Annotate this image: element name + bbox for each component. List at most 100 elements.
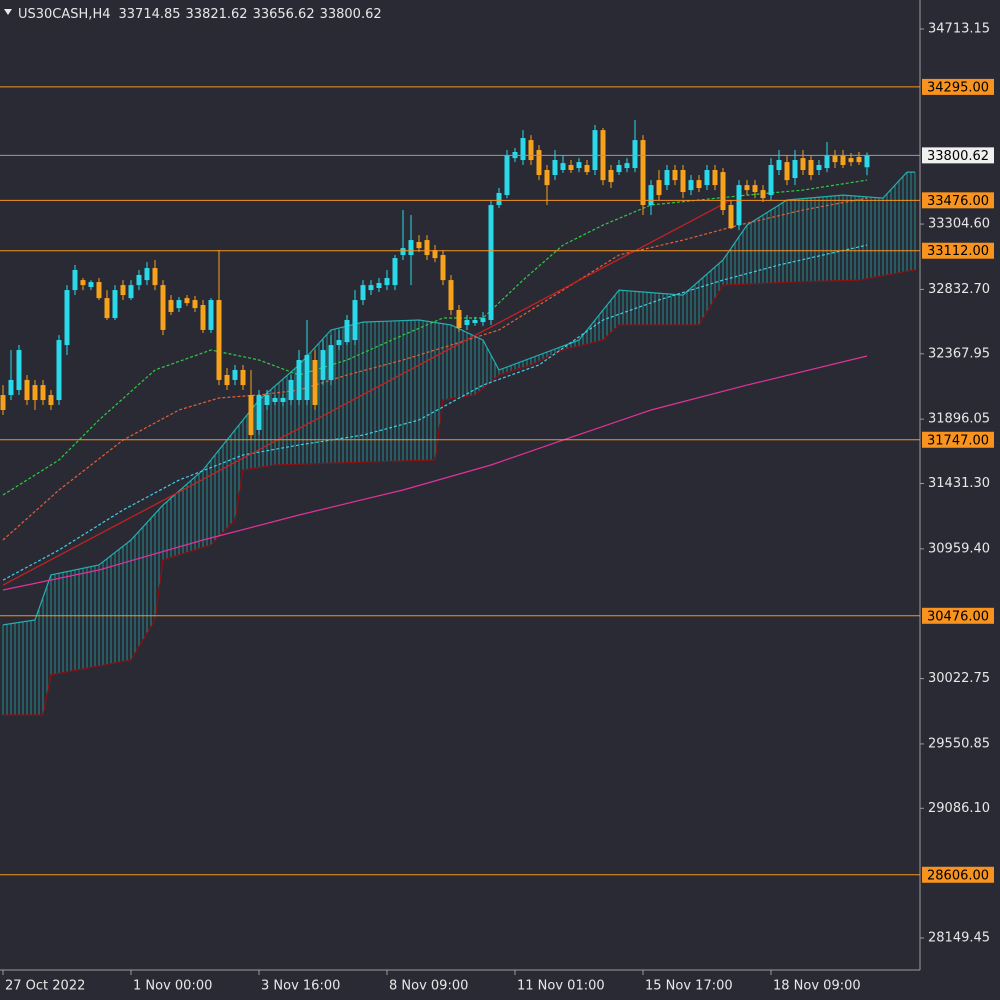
- indicator-line: [2, 197, 868, 541]
- candle-body: [696, 180, 702, 189]
- candle-body: [824, 155, 830, 169]
- low-value: 33656.62: [253, 7, 315, 22]
- level-label: 33112.00: [927, 244, 989, 259]
- candle-body: [8, 379, 14, 396]
- candle-body: [384, 278, 390, 286]
- candle-body: [344, 319, 350, 343]
- x-tick-label: 27 Oct 2022: [5, 979, 85, 994]
- candle-body: [32, 385, 38, 401]
- candle-body: [832, 155, 838, 163]
- candle-body: [720, 172, 726, 211]
- candle-body: [0, 395, 6, 411]
- candle-body: [544, 169, 550, 186]
- candle-body: [688, 180, 694, 191]
- candle-body: [640, 140, 646, 206]
- candle-body: [168, 300, 174, 312]
- indicator-line: [2, 355, 868, 591]
- menu-triangle[interactable]: [4, 9, 12, 15]
- candle-body: [424, 240, 430, 256]
- candle-body: [624, 163, 630, 169]
- candle-body: [400, 248, 406, 256]
- candle-body: [504, 155, 510, 196]
- candle-body: [256, 395, 262, 430]
- candle-body: [128, 285, 134, 299]
- candle-body: [112, 290, 118, 319]
- candle-body: [568, 165, 574, 170]
- candle-body: [376, 283, 382, 288]
- x-tick-label: 8 Nov 09:00: [389, 979, 468, 994]
- x-tick-label: 18 Nov 09:00: [773, 979, 861, 994]
- candle-body: [176, 300, 182, 309]
- y-tick-label: 29086.10: [928, 801, 990, 816]
- candle-body: [264, 395, 270, 406]
- candle-body: [16, 350, 22, 391]
- candle-body: [760, 190, 766, 199]
- level-label-box: [922, 866, 994, 883]
- level-label: 31747.00: [927, 433, 989, 448]
- candle-body: [784, 162, 790, 181]
- candle-body: [296, 360, 302, 401]
- candle-body: [216, 300, 222, 380]
- level-label-box: [922, 607, 994, 624]
- x-tick-label: 3 Nov 16:00: [261, 979, 340, 994]
- x-tick-label: 15 Nov 17:00: [645, 979, 733, 994]
- candle-body: [224, 374, 230, 386]
- candle-body: [488, 205, 494, 320]
- cloud-span-a: [2, 171, 915, 626]
- y-tick-label: 32832.70: [928, 282, 990, 297]
- candle-body: [312, 360, 318, 406]
- x-tick-label: 1 Nov 00:00: [133, 979, 212, 994]
- candle-body: [768, 165, 774, 196]
- level-label-box: [922, 431, 994, 448]
- candle-body: [792, 160, 798, 179]
- chart-title: US30CASH,H4 33714.85 33821.62 33656.62 33800…: [18, 7, 382, 22]
- candle-body: [368, 285, 374, 291]
- candle-body: [656, 180, 662, 196]
- candle-body: [712, 169, 718, 186]
- candle-body: [288, 379, 294, 401]
- candle-body: [816, 165, 822, 170]
- candle-body: [632, 140, 638, 169]
- y-tick-label: 31896.05: [928, 412, 990, 427]
- y-tick-label: 33304.60: [928, 217, 990, 232]
- candle-body: [336, 340, 342, 346]
- candle-body: [56, 340, 62, 401]
- level-label-box: [922, 192, 994, 209]
- high-value: 33821.62: [186, 7, 248, 22]
- candle-body: [280, 397, 286, 402]
- candle-body: [608, 169, 614, 183]
- open-value: 33714.85: [119, 7, 181, 22]
- candle-body: [592, 130, 598, 170]
- candle-body: [472, 319, 478, 324]
- candle-body: [496, 192, 502, 206]
- candle-body: [408, 240, 414, 256]
- candle-body: [848, 158, 854, 163]
- candle-body: [480, 318, 486, 323]
- candle-body: [744, 185, 750, 191]
- candle-body: [96, 282, 102, 299]
- candle-body: [808, 160, 814, 175]
- candle-body: [464, 319, 470, 325]
- candle-body: [304, 355, 310, 401]
- candle-body: [232, 369, 238, 380]
- x-tick-label: 11 Nov 01:00: [517, 979, 605, 994]
- candle-body: [576, 162, 582, 169]
- candle-body: [192, 300, 198, 309]
- close-value: 33800.62: [320, 7, 382, 22]
- candle-body: [152, 268, 158, 286]
- candle-body: [248, 395, 254, 436]
- y-tick-label: 30959.40: [928, 541, 990, 556]
- candle-body: [328, 345, 334, 380]
- level-label-box: [922, 242, 994, 259]
- level-label: 33476.00: [927, 194, 989, 209]
- candle-body: [736, 185, 742, 226]
- candle-body: [24, 379, 30, 401]
- candle-body: [552, 160, 558, 175]
- candle-body: [72, 269, 78, 291]
- candle-body: [864, 155, 870, 168]
- candle-body: [560, 163, 566, 170]
- candle-body: [320, 350, 326, 380]
- candle-body: [440, 255, 446, 281]
